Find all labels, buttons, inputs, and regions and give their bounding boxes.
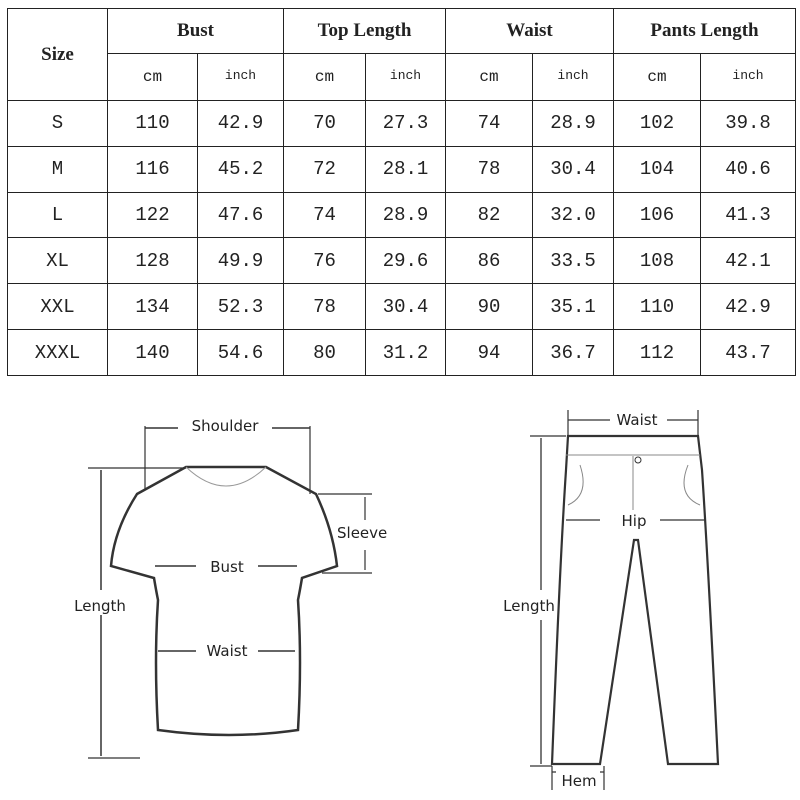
value-cell: 110 bbox=[613, 283, 702, 331]
value-cell: 41.3 bbox=[700, 191, 797, 239]
value-cell: 36.7 bbox=[531, 329, 615, 376]
value-cell: 128 bbox=[107, 237, 198, 285]
value-cell: 43.7 bbox=[700, 329, 797, 376]
unit-cm: cm bbox=[445, 53, 533, 101]
size-cell: XL bbox=[7, 237, 108, 285]
length-label: Length bbox=[74, 597, 126, 615]
top-length-header: Top Length bbox=[283, 8, 446, 54]
size-cell: L bbox=[7, 191, 108, 239]
unit-inch: inch bbox=[700, 53, 797, 101]
hip-label: Hip bbox=[622, 512, 647, 530]
table-row: XXL 134 52.3 78 30.4 90 35.1 110 42.9 bbox=[7, 283, 797, 331]
pants-diagram: Waist Hip Length Hem bbox=[503, 410, 720, 790]
value-cell: 134 bbox=[107, 283, 198, 331]
value-cell: 82 bbox=[445, 191, 533, 239]
unit-inch: inch bbox=[531, 53, 615, 101]
value-cell: 28.9 bbox=[531, 100, 615, 147]
pants-length-header: Pants Length bbox=[613, 8, 797, 54]
value-cell: 122 bbox=[107, 191, 198, 239]
unit-inch: inch bbox=[197, 53, 284, 101]
size-cell: XXL bbox=[7, 283, 108, 331]
waist-label: Waist bbox=[207, 642, 248, 660]
unit-cm: cm bbox=[613, 53, 702, 101]
table-row: M 116 45.2 72 28.1 78 30.4 104 40.6 bbox=[7, 145, 797, 193]
value-cell: 72 bbox=[283, 145, 366, 193]
sleeve-label: Sleeve bbox=[337, 524, 387, 542]
value-cell: 54.6 bbox=[197, 329, 284, 376]
value-cell: 27.3 bbox=[365, 100, 446, 147]
value-cell: 29.6 bbox=[365, 237, 446, 285]
value-cell: 31.2 bbox=[365, 329, 446, 376]
size-chart-table: Size Bust Top Length Waist Pants Length … bbox=[7, 8, 797, 376]
waist-header: Waist bbox=[444, 8, 615, 54]
shirt-diagram: Shoulder Sleeve Bust Length Waist bbox=[74, 417, 387, 759]
bust-header: Bust bbox=[107, 8, 284, 54]
pants-waist-label: Waist bbox=[617, 411, 658, 429]
value-cell: 116 bbox=[107, 145, 198, 193]
pants-length-label: Length bbox=[503, 597, 555, 615]
value-cell: 110 bbox=[107, 100, 198, 147]
unit-cm: cm bbox=[107, 53, 198, 101]
size-cell: M bbox=[7, 145, 108, 193]
value-cell: 74 bbox=[283, 191, 366, 239]
bust-label: Bust bbox=[210, 558, 244, 576]
value-cell: 32.0 bbox=[531, 191, 615, 239]
value-cell: 45.2 bbox=[197, 145, 284, 193]
table-row: XXXL 140 54.6 80 31.2 94 36.7 112 43.7 bbox=[7, 329, 797, 376]
table-row: XL 128 49.9 76 29.6 86 33.5 108 42.1 bbox=[7, 237, 797, 285]
shirt-outline bbox=[109, 465, 339, 737]
value-cell: 104 bbox=[613, 145, 702, 193]
value-cell: 33.5 bbox=[531, 237, 615, 285]
value-cell: 30.4 bbox=[531, 145, 615, 193]
value-cell: 78 bbox=[283, 283, 366, 331]
hem-label: Hem bbox=[561, 772, 596, 790]
unit-cm: cm bbox=[283, 53, 366, 101]
table-row: L 122 47.6 74 28.9 82 32.0 106 41.3 bbox=[7, 191, 797, 239]
value-cell: 42.9 bbox=[197, 100, 284, 147]
value-cell: 30.4 bbox=[365, 283, 446, 331]
value-cell: 42.9 bbox=[700, 283, 797, 331]
value-cell: 108 bbox=[613, 237, 702, 285]
value-cell: 102 bbox=[613, 100, 702, 147]
size-header: Size bbox=[7, 8, 108, 101]
table-row: S 110 42.9 70 27.3 74 28.9 102 39.8 bbox=[7, 100, 797, 147]
value-cell: 86 bbox=[445, 237, 533, 285]
value-cell: 90 bbox=[445, 283, 533, 331]
value-cell: 74 bbox=[445, 100, 533, 147]
value-cell: 52.3 bbox=[197, 283, 284, 331]
size-cell: S bbox=[7, 100, 108, 147]
value-cell: 35.1 bbox=[531, 283, 615, 331]
value-cell: 39.8 bbox=[700, 100, 797, 147]
value-cell: 49.9 bbox=[197, 237, 284, 285]
value-cell: 80 bbox=[283, 329, 366, 376]
value-cell: 112 bbox=[613, 329, 702, 376]
value-cell: 28.1 bbox=[365, 145, 446, 193]
value-cell: 28.9 bbox=[365, 191, 446, 239]
value-cell: 40.6 bbox=[700, 145, 797, 193]
size-cell: XXXL bbox=[7, 329, 108, 376]
value-cell: 140 bbox=[107, 329, 198, 376]
unit-inch: inch bbox=[365, 53, 446, 101]
shoulder-label: Shoulder bbox=[192, 417, 260, 435]
value-cell: 76 bbox=[283, 237, 366, 285]
pants-outline bbox=[550, 434, 720, 766]
value-cell: 42.1 bbox=[700, 237, 797, 285]
value-cell: 70 bbox=[283, 100, 366, 147]
value-cell: 94 bbox=[445, 329, 533, 376]
value-cell: 47.6 bbox=[197, 191, 284, 239]
value-cell: 106 bbox=[613, 191, 702, 239]
value-cell: 78 bbox=[445, 145, 533, 193]
